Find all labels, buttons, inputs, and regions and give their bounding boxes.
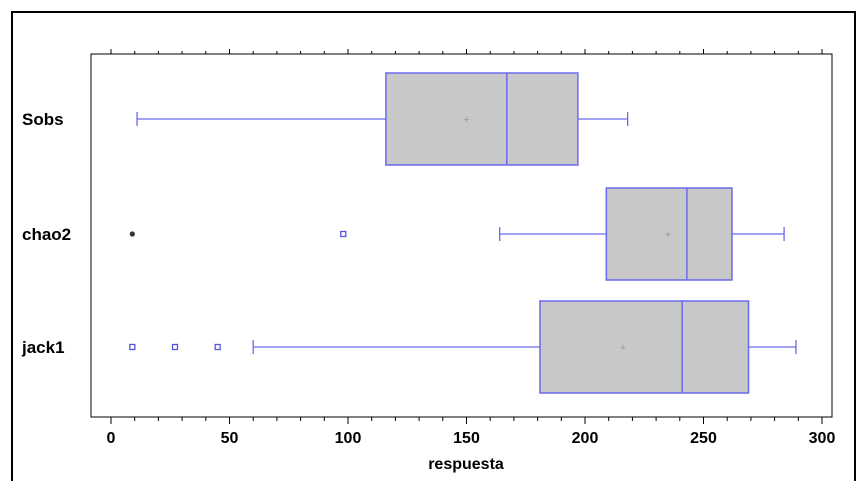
mean-marker: + — [665, 229, 671, 241]
x-tick-label: 300 — [809, 430, 836, 447]
category-label-jack1: jack1 — [21, 338, 65, 357]
x-axis-title: respuesta — [428, 456, 504, 473]
iqr-box — [539, 300, 750, 394]
chart-frame — [11, 11, 856, 481]
x-tick-label: 0 — [107, 430, 116, 447]
plot-area — [90, 53, 833, 418]
category-label-Sobs: Sobs — [22, 110, 64, 129]
outlier-point — [340, 230, 347, 238]
outlier-point — [129, 343, 136, 351]
box-series-Sobs: + — [136, 72, 629, 166]
x-tick-label: 150 — [453, 430, 480, 447]
iqr-box — [385, 72, 579, 166]
mean-marker: + — [463, 114, 469, 126]
x-tick-label: 100 — [335, 430, 362, 447]
box-series-chao2: + — [129, 187, 785, 281]
x-tick-label: 200 — [572, 430, 599, 447]
mean-marker: + — [620, 342, 626, 354]
box-series-jack1: + — [129, 300, 797, 394]
far-outlier-point — [129, 231, 135, 237]
outlier-point — [171, 343, 179, 351]
x-tick-label: 50 — [221, 430, 239, 447]
outlier-point — [214, 343, 221, 351]
category-label-chao2: chao2 — [22, 225, 71, 244]
iqr-box — [605, 187, 733, 281]
x-tick-label: 250 — [690, 430, 717, 447]
